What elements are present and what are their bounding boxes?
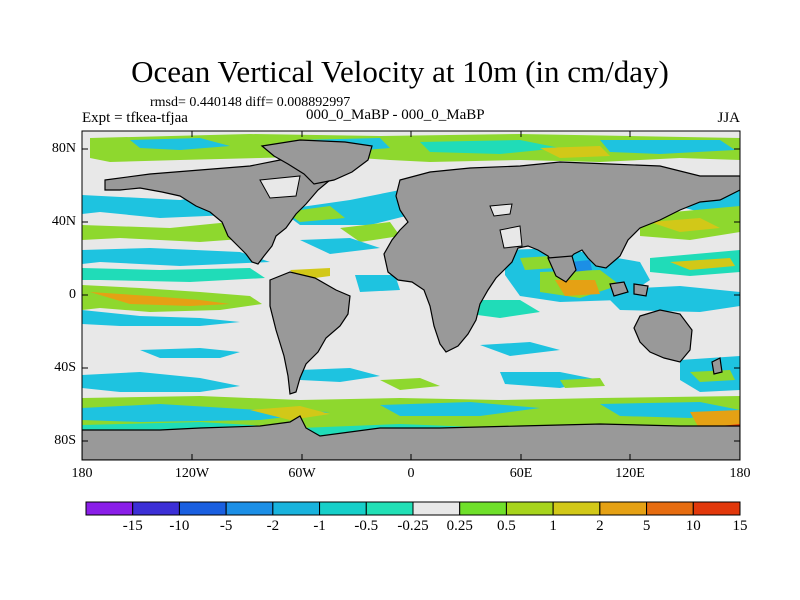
new-zealand (711, 357, 723, 375)
lon-label-0: 0 (407, 466, 415, 481)
colorbar-tick-label: -2 (266, 518, 280, 534)
colorbar-swatch (178, 501, 227, 516)
colorbar-swatch (132, 501, 180, 516)
map-ticks (82, 131, 740, 460)
lat-label-40n: 40N (51, 214, 76, 229)
lon-label-60e: 60E (509, 466, 533, 481)
colorbar-tick-label: 0.5 (497, 518, 516, 534)
colorbar-tick-label: -5 (219, 518, 233, 534)
colorbar-swatch (552, 501, 601, 516)
maritime-islands-2 (633, 283, 649, 297)
colorbar-swatch (85, 501, 134, 516)
colorbar-tick-label: 15 (732, 518, 748, 534)
lat-label-40s: 40S (54, 360, 76, 375)
chart-title: Ocean Vertical Velocity at 10m (in cm/da… (131, 54, 669, 89)
south-america (269, 271, 351, 395)
colorbar-swatch (412, 501, 461, 516)
season-subtitle: JJA (717, 110, 740, 126)
colorbar-swatch (459, 501, 507, 516)
colorbar-tick-label: -10 (169, 518, 190, 534)
colorbar-tick-label: -0.25 (397, 518, 429, 534)
lat-label-80n: 80N (51, 141, 76, 156)
colorbar-swatch (505, 501, 554, 516)
stats-subtitle: rmsd= 0.440148 diff= 0.008892997 (150, 95, 351, 110)
colorbar-tick-label: -0.5 (354, 518, 379, 534)
india (547, 255, 577, 283)
lon-label-60w: 60W (288, 466, 316, 481)
antarctica (82, 415, 740, 460)
lat-label-80s: 80S (54, 433, 76, 448)
colorbar (85, 501, 741, 516)
lon-label-120e: 120E (615, 466, 645, 481)
colorbar-tick-label: 5 (642, 518, 651, 534)
colorbar-swatch (225, 501, 274, 516)
maritime-islands (609, 281, 629, 297)
map-plot-area (82, 131, 740, 460)
australia (633, 309, 693, 363)
period-subtitle: 000_0_MaBP - 000_0_MaBP (306, 107, 485, 123)
colorbar-tick-label: 2 (596, 518, 604, 534)
lon-label-180e: 180 (729, 466, 751, 481)
colorbar-swatch (272, 501, 321, 516)
colorbar-swatch (319, 501, 367, 516)
lat-label-equator: 0 (69, 287, 76, 302)
greenland (260, 139, 373, 185)
lon-label-180w: 180 (71, 466, 93, 481)
lake-and-sea-holes (259, 175, 523, 249)
colorbar-tick-label: 10 (685, 518, 701, 534)
colorbar-swatch (646, 501, 694, 516)
colorbar-tick-label: 0.25 (446, 518, 473, 534)
colorbar-tick-label: -1 (313, 518, 326, 534)
colorbar-swatch (599, 501, 648, 516)
colorbar-tick-label: -15 (122, 518, 143, 534)
experiment-subtitle: Expt = tfkea-tfjaa (82, 110, 188, 126)
land-masses (82, 139, 740, 460)
colorbar-swatch (365, 501, 414, 516)
colorbar-swatch (692, 501, 741, 516)
lon-label-120w: 120W (174, 466, 210, 481)
colorbar-tick-label: 1 (549, 518, 557, 534)
